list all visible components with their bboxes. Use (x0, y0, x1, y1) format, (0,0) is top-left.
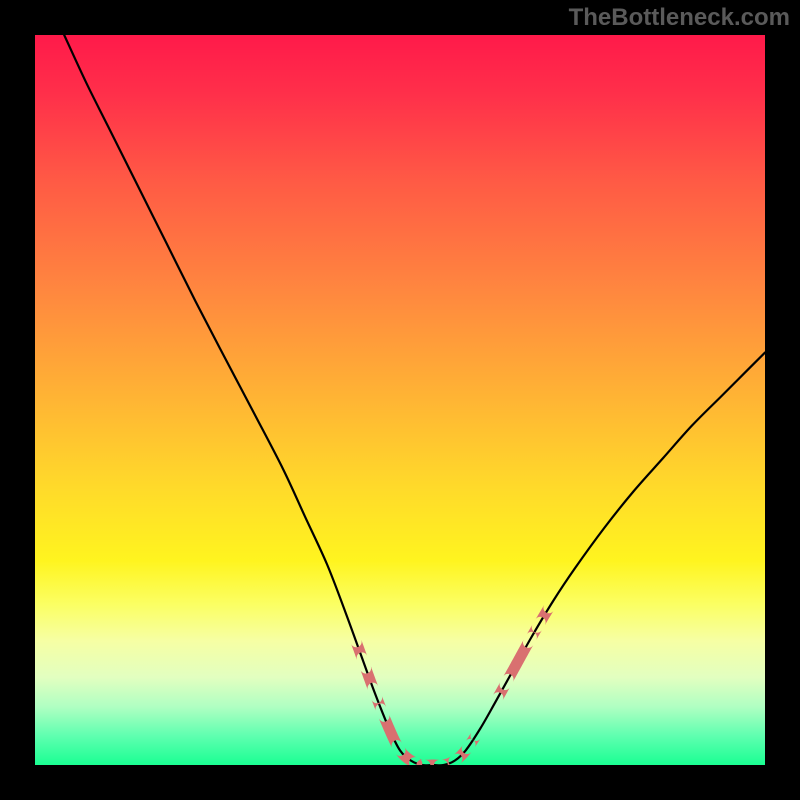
curve-marker-group (351, 605, 554, 765)
curve-marker (527, 624, 542, 640)
curve-marker (361, 666, 379, 690)
curve-marker (503, 640, 533, 682)
chart-frame: TheBottleneck.com (0, 0, 800, 800)
curve-marker (535, 605, 553, 625)
curve-marker (493, 682, 510, 700)
bottleneck-curve (64, 35, 765, 765)
curve-marker (351, 640, 367, 660)
plot-area (35, 35, 765, 765)
watermark-text: TheBottleneck.com (569, 4, 790, 32)
curve-layer (35, 35, 765, 765)
curve-marker (379, 714, 402, 748)
curve-marker (372, 696, 387, 711)
curve-marker (466, 733, 481, 748)
